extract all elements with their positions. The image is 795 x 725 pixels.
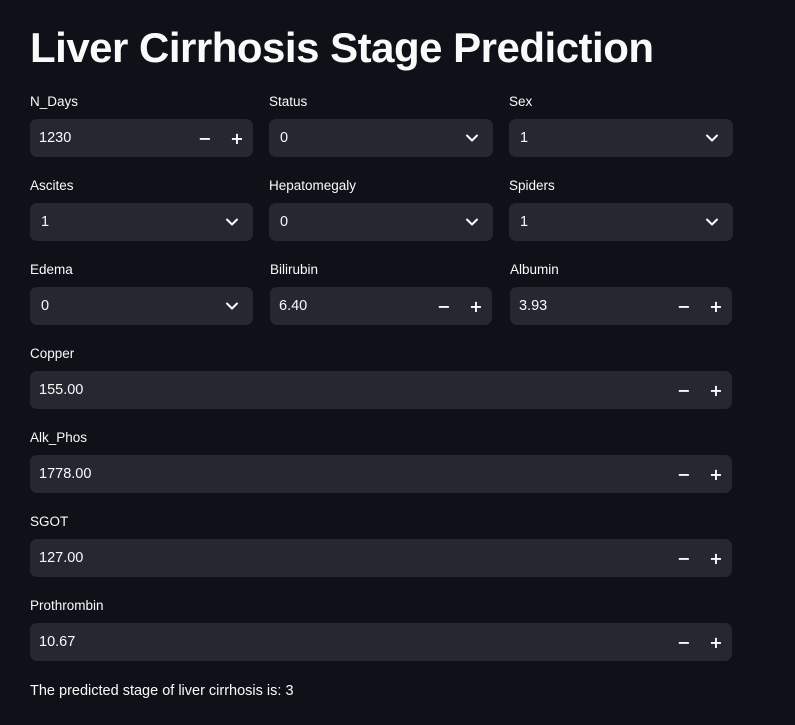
status-selected-value: 0 [280,130,289,146]
bilirubin-control: − + [270,287,492,325]
bilirubin-increment-button[interactable]: + [460,287,492,325]
sex-label: Sex [509,94,533,109]
bilirubin-field: Bilirubin − + [270,262,492,325]
status-label: Status [269,94,308,109]
n-days-control: − + [30,119,253,157]
albumin-increment-button[interactable]: + [700,287,732,325]
albumin-field: Albumin − + [510,262,732,325]
alk-phos-control: − + [30,455,732,493]
prothrombin-increment-button[interactable]: + [700,623,732,661]
chevron-down-icon [226,218,238,226]
n-days-label: N_Days [30,94,79,109]
albumin-label: Albumin [510,262,559,277]
edema-select[interactable]: 0 [30,287,253,325]
sgot-label: SGOT [30,514,69,529]
alk-phos-decrement-button[interactable]: − [668,455,700,493]
spiders-selected-value: 1 [520,214,529,230]
ascites-selected-value: 1 [41,214,50,230]
alk-phos-increment-button[interactable]: + [700,455,732,493]
bilirubin-input[interactable] [270,287,428,325]
sgot-control: − + [30,539,732,577]
sgot-increment-button[interactable]: + [700,539,732,577]
spiders-label: Spiders [509,178,555,193]
ascites-select[interactable]: 1 [30,203,253,241]
alk-phos-label: Alk_Phos [30,430,88,445]
chevron-down-icon [226,302,238,310]
copper-label: Copper [30,346,75,361]
status-select[interactable]: 0 [269,119,493,157]
edema-selected-value: 0 [41,298,50,314]
bilirubin-decrement-button[interactable]: − [428,287,460,325]
ascites-label: Ascites [30,178,74,193]
copper-increment-button[interactable]: + [700,371,732,409]
n-days-field: N_Days − + [30,94,253,157]
albumin-control: − + [510,287,732,325]
status-field: Status 0 [269,94,493,157]
ascites-field: Ascites 1 [30,178,253,241]
albumin-decrement-button[interactable]: − [668,287,700,325]
copper-input[interactable] [30,371,668,409]
n-days-increment-button[interactable]: + [221,119,253,157]
prothrombin-decrement-button[interactable]: − [668,623,700,661]
alk-phos-input[interactable] [30,455,668,493]
sgot-field: SGOT − + [30,514,732,577]
prothrombin-field: Prothrombin − + [30,598,732,661]
page-title: Liver Cirrhosis Stage Prediction [30,24,654,71]
alk-phos-field: Alk_Phos − + [30,430,732,493]
chevron-down-icon [706,218,718,226]
spiders-field: Spiders 1 [509,178,733,241]
hepatomegaly-select[interactable]: 0 [269,203,493,241]
sgot-decrement-button[interactable]: − [668,539,700,577]
sex-field: Sex 1 [509,94,733,157]
sex-selected-value: 1 [520,130,529,146]
prothrombin-input[interactable] [30,623,668,661]
hepatomegaly-selected-value: 0 [280,214,289,230]
prediction-result-text: The predicted stage of liver cirrhosis i… [30,683,294,699]
n-days-input[interactable] [30,119,189,157]
sex-select[interactable]: 1 [509,119,733,157]
sgot-input[interactable] [30,539,668,577]
chevron-down-icon [466,134,478,142]
copper-decrement-button[interactable]: − [668,371,700,409]
spiders-select[interactable]: 1 [509,203,733,241]
chevron-down-icon [706,134,718,142]
copper-field: Copper − + [30,346,732,409]
hepatomegaly-label: Hepatomegaly [269,178,357,193]
n-days-decrement-button[interactable]: − [189,119,221,157]
chevron-down-icon [466,218,478,226]
edema-field: Edema 0 [30,262,253,325]
prothrombin-label: Prothrombin [30,598,104,613]
albumin-input[interactable] [510,287,668,325]
edema-label: Edema [30,262,73,277]
copper-control: − + [30,371,732,409]
prothrombin-control: − + [30,623,732,661]
bilirubin-label: Bilirubin [270,262,319,277]
hepatomegaly-field: Hepatomegaly 0 [269,178,493,241]
